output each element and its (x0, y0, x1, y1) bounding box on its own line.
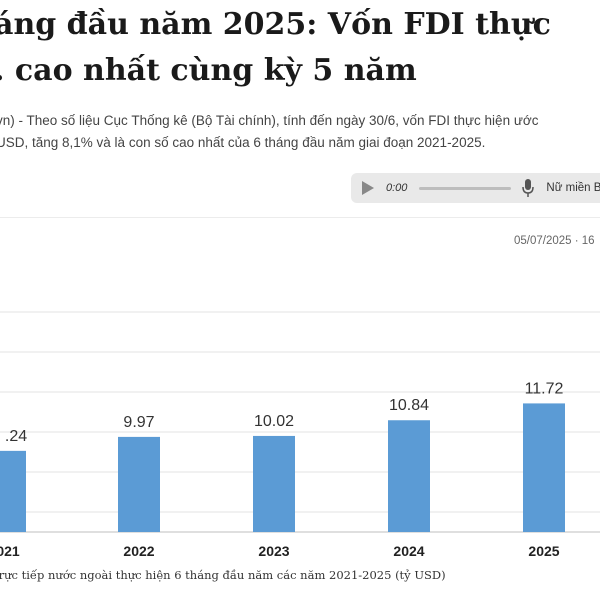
play-icon[interactable] (362, 181, 374, 195)
value-label-2024: 10.84 (389, 397, 429, 414)
article-lead-line-1: vn) - Theo số liệu Cục Thống kê (Bộ Tài … (0, 113, 539, 128)
x-label-2024: 2024 (393, 543, 424, 559)
article-lead-line-2: USD, tăng 8,1% và là con số cao nhất của… (0, 135, 486, 150)
chart-caption: trực tiếp nước ngoài thực hiện 6 tháng đ… (0, 568, 446, 582)
value-label-2025: 11.72 (525, 380, 564, 397)
audio-progress-track[interactable] (419, 186, 512, 190)
article-title: áng đầu năm 2025: Vốn FDI thực . cao nhấ… (0, 2, 600, 94)
bar-2022 (118, 436, 160, 532)
article-lead: vn) - Theo số liệu Cục Thống kê (Bộ Tài … (0, 110, 600, 154)
x-label-2025: 2025 (528, 543, 559, 559)
value-label-2022: 9.97 (123, 414, 154, 431)
bar-2023 (253, 435, 295, 532)
microphone-icon[interactable] (521, 178, 535, 198)
divider (0, 217, 600, 218)
value-label-2021: .24 (5, 428, 27, 445)
bar-2021 (0, 450, 26, 532)
x-label-2023: 2023 (258, 543, 289, 559)
x-label-2021: 021 (0, 543, 20, 559)
fdi-bar-chart: .24 9.97 10.02 10.84 11.72 021 2022 2023 2024 20… (0, 311, 600, 559)
voice-select[interactable]: Nữ miền Bắ (546, 182, 600, 194)
x-label-2022: 2022 (123, 543, 154, 559)
audio-player: 0:00 Nữ miền Bắ (351, 173, 600, 203)
bar-2025 (523, 403, 565, 532)
bar-2024 (388, 420, 430, 532)
audio-time: 0:00 (386, 182, 408, 194)
article-title-line-1: áng đầu năm 2025: Vốn FDI thực (0, 7, 551, 42)
article-title-line-2: . cao nhất cùng kỳ 5 năm (0, 53, 417, 88)
publish-date: 05/07/2025 · 16 (514, 235, 595, 247)
value-label-2023: 10.02 (254, 413, 294, 430)
